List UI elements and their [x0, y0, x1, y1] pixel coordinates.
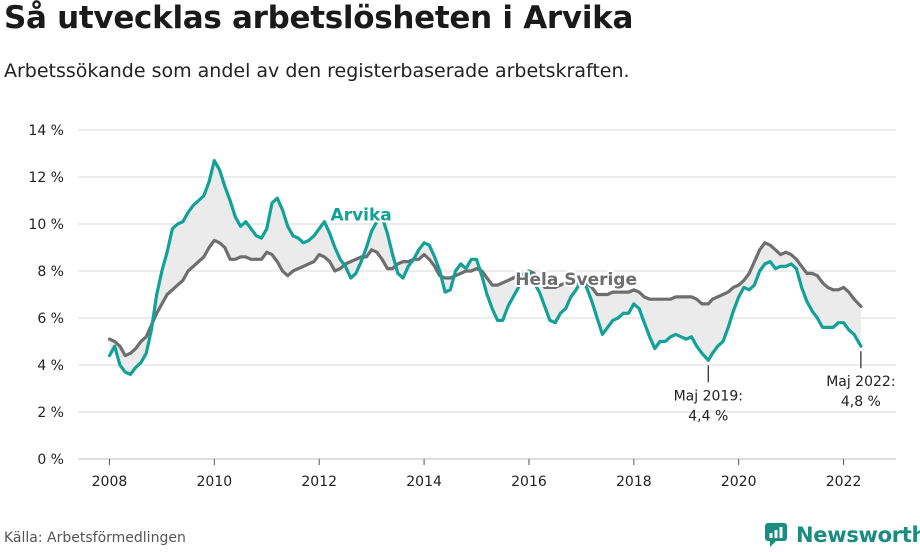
- newsworthy-logo: Newsworthy: [764, 520, 920, 550]
- series-label-arvika: Arvika: [331, 205, 392, 225]
- x-tick-label: 2012: [301, 474, 337, 490]
- difference-area: [109, 160, 861, 375]
- x-tick-label: 2010: [197, 474, 233, 490]
- y-tick-label: 12 %: [28, 170, 64, 186]
- difference-fill: [109, 160, 861, 375]
- annotation-text: 4,4 %: [688, 408, 728, 424]
- x-tick-label: 2018: [616, 474, 652, 490]
- series-labels: Arvika Hela Sverige: [329, 203, 639, 292]
- y-tick-label: 4 %: [37, 358, 64, 374]
- series-label-sverige: Hela Sverige: [515, 270, 637, 290]
- x-tick-label: 2014: [406, 474, 442, 490]
- y-tick-label: 2 %: [37, 405, 64, 421]
- x-tick-label: 2016: [511, 474, 547, 490]
- y-tick-label: 14 %: [28, 123, 64, 139]
- series-lines: [107, 159, 863, 376]
- annotation-text: Maj 2019:: [674, 388, 743, 404]
- x-tick-label: 2022: [826, 474, 862, 490]
- chart-subtitle: Arbetssökande som andel av den registerb…: [4, 60, 630, 82]
- y-tick-label: 6 %: [37, 311, 64, 327]
- source-note: Källa: Arbetsförmedlingen: [4, 530, 186, 546]
- annotation-text: 4,8 %: [841, 394, 881, 410]
- axes: 0 % 2 % 4 % 6 % 8 % 10 % 12 % 14 % 2008 2010 2012 2…: [28, 123, 861, 490]
- y-tick-label: 0 %: [37, 452, 64, 468]
- annotation-text: Maj 2022:: [826, 374, 895, 390]
- annotations: Maj 2019: 4,4 % Maj 2022: 4,8 %: [674, 351, 896, 424]
- series-line-arvika: [107, 159, 863, 376]
- y-tick-label: 8 %: [37, 264, 64, 280]
- chart-title: Så utvecklas arbetslösheten i Arvika: [4, 0, 634, 36]
- x-tick-label: 2008: [92, 474, 128, 490]
- y-tick-label: 10 %: [28, 217, 64, 233]
- series-line-sverige: [107, 238, 863, 358]
- brand-name: Newsworthy: [796, 523, 920, 547]
- x-tick-label: 2020: [721, 474, 757, 490]
- newsworthy-logo-icon: [765, 523, 787, 547]
